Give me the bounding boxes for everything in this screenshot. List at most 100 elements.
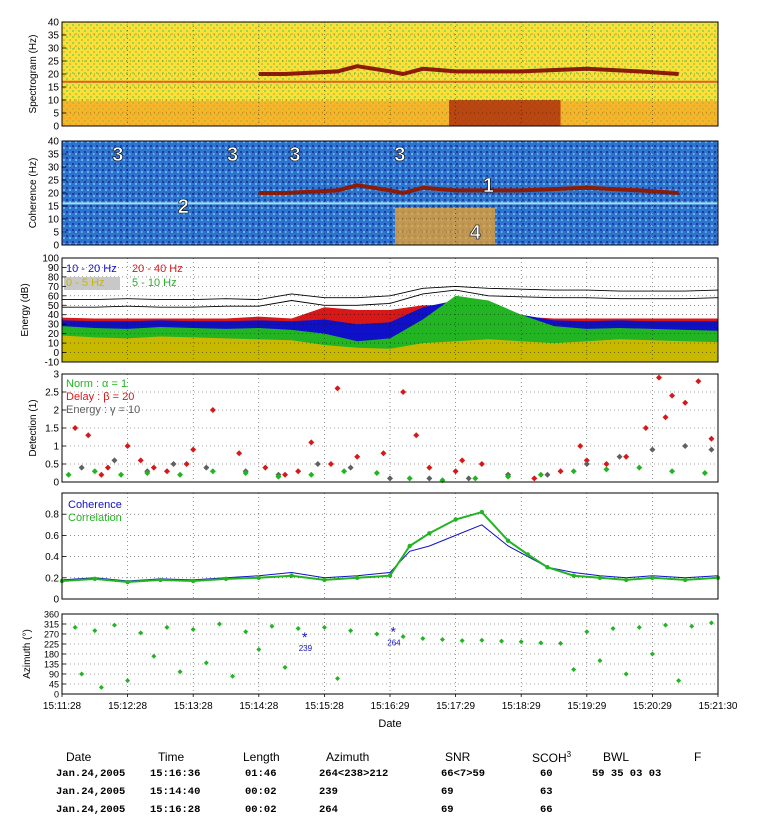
detection-point — [308, 439, 315, 446]
detection-point — [275, 473, 282, 480]
spectrogram-burst — [449, 100, 561, 126]
detection-point — [85, 432, 92, 439]
detection-point — [623, 453, 630, 460]
detection-point — [642, 425, 649, 431]
x-axis-label: Date — [378, 718, 401, 730]
y-tick-label: 0.4 — [45, 552, 59, 563]
y-tick-label: 20 — [48, 189, 60, 200]
coherence-band-4 — [395, 208, 495, 245]
azimuth-point — [151, 653, 157, 659]
azimuth-point — [663, 622, 669, 628]
table-header-scoh-text: SCOH — [532, 751, 567, 765]
azimuth-point — [584, 629, 590, 635]
detection-point — [91, 468, 98, 475]
table-header-scoh: SCOH3 — [532, 750, 571, 765]
azimuth-point — [321, 624, 327, 630]
y-tick-label: 5 — [53, 228, 59, 239]
y-tick-label: 15 — [48, 202, 60, 213]
table-cell: 00:02 — [245, 804, 277, 816]
y-tick-label: 90 — [49, 670, 59, 680]
y-tick-label: 40 — [48, 310, 60, 321]
table-cell: 59 35 03 03 — [592, 768, 662, 780]
corr-lines — [59, 509, 721, 585]
detection-legend-item: Delay : β = 20 — [66, 391, 134, 403]
y-tick-label: 25 — [48, 57, 60, 68]
y-tick-label: 90 — [48, 263, 60, 274]
corr-y-ticks: 0 0.2 0.4 0.6 0.8 — [45, 492, 66, 606]
detection-point — [655, 374, 662, 381]
azimuth-star: * — [391, 623, 397, 639]
azimuth-point — [459, 638, 465, 644]
detection-point — [104, 464, 111, 471]
table-cell: 239 — [319, 786, 338, 798]
spectrogram-ylabel: Spectrogram (Hz) — [28, 35, 39, 114]
y-tick-label: 35 — [48, 31, 60, 42]
corr-point — [453, 517, 458, 522]
detection-point — [505, 473, 512, 480]
table-cell: Jan.24,2005 — [56, 804, 126, 816]
table-cell: 60 — [540, 768, 553, 780]
azimuth-point — [623, 671, 629, 677]
detection-point — [137, 457, 144, 464]
azimuth-point — [348, 628, 354, 634]
detection-point — [603, 466, 610, 473]
y-tick-label: 180 — [44, 650, 59, 660]
y-tick-label: 35 — [48, 150, 60, 161]
corr-point — [683, 577, 688, 583]
y-tick-label: -10 — [45, 358, 60, 369]
corr-point — [597, 575, 603, 580]
table-cell: 01:46 — [245, 768, 277, 780]
corr-point — [525, 552, 530, 557]
y-tick-label: 360 — [44, 610, 59, 620]
corr-point — [650, 575, 655, 580]
table-cell: 15:16:36 — [150, 768, 201, 780]
table-cell: 69 — [441, 804, 454, 816]
azimuth-point — [138, 630, 144, 636]
azimuth-point — [636, 624, 642, 630]
y-tick-label: 0 — [53, 348, 59, 359]
coherence-annotations: 3 3 3 3 2 1 4 — [112, 144, 494, 245]
detection-point — [649, 446, 656, 453]
corr-legend-item: Coherence — [68, 499, 122, 511]
corr-point — [407, 543, 412, 549]
coherence-annotation: 1 — [483, 175, 494, 197]
table-header-length: Length — [243, 750, 280, 764]
azimuth-point — [282, 664, 288, 670]
y-tick-label: 10 — [48, 215, 60, 226]
detection-point — [531, 475, 538, 482]
azimuth-point — [597, 658, 603, 664]
y-tick-label: 30 — [48, 163, 60, 174]
detection-point — [242, 470, 249, 476]
detection-point — [295, 468, 302, 475]
detection-grid — [62, 374, 718, 482]
y-tick-label: 60 — [48, 291, 60, 302]
coherence-grid — [62, 141, 718, 245]
x-tick-label: 15:18:29 — [502, 701, 541, 712]
y-tick-label: 50 — [48, 301, 60, 312]
detection-point — [334, 385, 341, 392]
coherence-annotation: 3 — [394, 144, 405, 166]
azimuth-point — [610, 625, 616, 631]
azimuth-marker-label: 239 — [299, 644, 313, 653]
azimuth-point — [335, 675, 341, 681]
table-header-f: F — [694, 750, 702, 764]
azimuth-point — [649, 651, 655, 657]
x-tick-label: 15:16:29 — [371, 701, 410, 712]
azimuth-point — [439, 637, 445, 643]
table-cell: Jan.24,2005 — [56, 768, 126, 780]
y-tick-label: 135 — [44, 660, 59, 670]
corr-point — [223, 576, 229, 582]
corr-point — [322, 577, 327, 583]
corr-point — [545, 565, 550, 570]
detection-point — [111, 457, 118, 464]
detection-point — [406, 475, 413, 482]
table-header-azimuth: Azimuth — [326, 750, 370, 764]
y-tick-label: 5 — [53, 109, 59, 120]
coherence-annotation: 3 — [227, 144, 238, 166]
detection-point — [570, 468, 577, 475]
detection-point — [209, 468, 216, 475]
energy-legend-box — [64, 277, 120, 290]
